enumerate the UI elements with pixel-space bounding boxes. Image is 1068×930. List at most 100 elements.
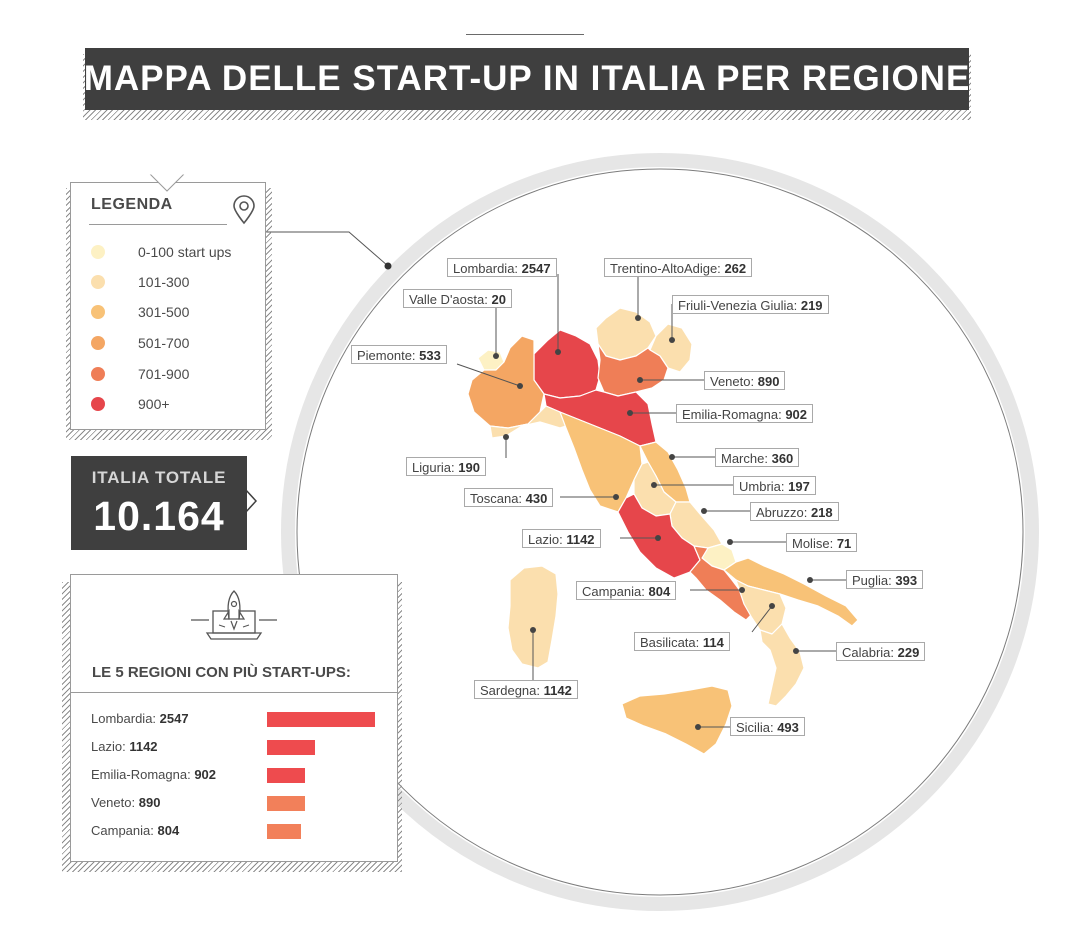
top5-bar <box>267 796 305 811</box>
region-veneto[interactable] <box>597 343 669 397</box>
top5-row-label: Lazio: 1142 <box>91 739 158 754</box>
top5-divider <box>71 692 398 693</box>
label-lombardia: Lombardia: 2547 <box>447 258 557 277</box>
dot-campania <box>739 587 745 593</box>
top5-row-label: Emilia-Romagna: 902 <box>91 767 217 782</box>
label-emilia: Emilia-Romagna: 902 <box>676 404 814 423</box>
legend-item: 501-700 <box>91 332 189 354</box>
label-friuli: Friuli-Venezia Giulia: 219 <box>672 295 829 314</box>
top5-row-label: Campania: 804 <box>91 823 180 838</box>
leader-piemonte <box>456 363 521 387</box>
label-sicilia: Sicilia: 493 <box>730 717 805 736</box>
top5-row-label: Lombardia: 2547 <box>91 711 189 726</box>
leader-lines <box>456 274 846 728</box>
top5-row-label: Veneto: 890 <box>91 795 161 810</box>
legend-item: 101-300 <box>91 271 189 293</box>
label-toscana: Toscana: 430 <box>464 488 554 507</box>
region-sicilia[interactable] <box>621 685 733 755</box>
top5-bar <box>267 824 301 839</box>
dot-sicilia <box>695 724 701 730</box>
legend-swatch <box>91 245 105 259</box>
dot-piemonte <box>517 383 523 389</box>
label-marche: Marche: 360 <box>715 448 800 467</box>
legend-panel: LEGENDA 0-100 start ups 101-300 301-500 … <box>70 173 266 430</box>
dot-umbria <box>651 482 657 488</box>
top5-bar <box>267 712 375 727</box>
legend-item: 900+ <box>91 393 170 415</box>
total-value: 10.164 <box>93 493 225 539</box>
total-arrow-icon <box>244 488 258 514</box>
label-lazio: Lazio: 1142 <box>522 529 601 548</box>
frame-ring-inner <box>296 168 1024 896</box>
total-box: ITALIA TOTALE 10.164 <box>71 456 247 550</box>
legend-title: LEGENDA <box>91 196 173 213</box>
legend-item-label: 900+ <box>138 396 170 412</box>
label-liguria: Liguria: 190 <box>406 457 486 476</box>
top5-bar <box>267 768 305 783</box>
region-campania[interactable] <box>689 545 755 621</box>
region-calabria[interactable] <box>759 623 805 707</box>
label-calabria: Calabria: 229 <box>836 642 926 661</box>
top5-bar <box>267 740 315 755</box>
dot-valle-daosta <box>493 353 499 359</box>
legend-swatch <box>91 367 105 381</box>
dot-lombardia <box>555 349 561 355</box>
label-umbria: Umbria: 197 <box>733 476 816 495</box>
dot-sardegna <box>530 627 536 633</box>
total-label: ITALIA TOTALE <box>91 468 227 487</box>
page-title: MAPPA DELLE START-UP IN ITALIA PER REGIO… <box>84 48 969 110</box>
label-basilicata: Basilicata: 114 <box>634 632 730 651</box>
legend-swatch <box>91 275 105 289</box>
dot-friuli <box>669 337 675 343</box>
region-piemonte[interactable] <box>467 335 545 429</box>
map-pin-icon <box>233 195 255 225</box>
label-valle-daosta: Valle D'aosta: 20 <box>403 289 512 308</box>
label-sardegna: Sardegna: 1142 <box>474 680 578 699</box>
legend-divider <box>89 224 227 225</box>
label-campania: Campania: 804 <box>576 581 677 600</box>
dot-liguria <box>503 434 509 440</box>
dot-toscana <box>613 494 619 500</box>
dot-molise <box>727 539 733 545</box>
dot-lazio <box>655 535 661 541</box>
dot-veneto <box>637 377 643 383</box>
label-trentino: Trentino-AltoAdige: 262 <box>604 258 753 277</box>
label-puglia: Puglia: 393 <box>846 570 924 589</box>
dot-basilicata <box>769 603 775 609</box>
legend-swatch <box>91 305 105 319</box>
label-piemonte: Piemonte: 533 <box>351 345 447 364</box>
dot-trentino <box>635 315 641 321</box>
label-veneto: Veneto: 890 <box>704 371 786 390</box>
legend-item-label: 0-100 start ups <box>138 244 232 260</box>
rocket-laptop-icon <box>191 590 277 640</box>
legend-item-label: 501-700 <box>138 335 190 351</box>
dot-calabria <box>793 648 799 654</box>
legend-connector <box>266 231 389 267</box>
leader-dots <box>493 315 813 730</box>
dot-puglia <box>807 577 813 583</box>
label-molise: Molise: 71 <box>786 533 858 552</box>
legend-item-label: 101-300 <box>138 274 190 290</box>
legend-item-label: 301-500 <box>138 304 190 320</box>
region-sardegna[interactable] <box>507 565 559 669</box>
dot-emilia <box>627 410 633 416</box>
dot-marche <box>669 454 675 460</box>
legend-item-label: 701-900 <box>138 366 190 382</box>
legend-item: 701-900 <box>91 363 189 385</box>
regions-layer <box>467 307 859 755</box>
leader-basilicata <box>751 605 773 633</box>
region-lombardia[interactable] <box>533 329 601 399</box>
legend-swatch <box>91 397 105 411</box>
label-abruzzo: Abruzzo: 218 <box>750 502 839 521</box>
top-divider <box>466 34 584 35</box>
legend-item: 0-100 start ups <box>91 241 231 263</box>
dot-abruzzo <box>701 508 707 514</box>
legend-item: 301-500 <box>91 301 189 323</box>
frame-ring-outer <box>281 153 1039 911</box>
top5-panel: LE 5 REGIONI CON PIÙ START-UPS: Lombardi… <box>70 574 398 862</box>
legend-notch <box>149 173 185 192</box>
top5-title: LE 5 REGIONI CON PIÙ START-UPS: <box>92 664 351 681</box>
connector-dot <box>384 262 392 270</box>
legend-swatch <box>91 336 105 350</box>
